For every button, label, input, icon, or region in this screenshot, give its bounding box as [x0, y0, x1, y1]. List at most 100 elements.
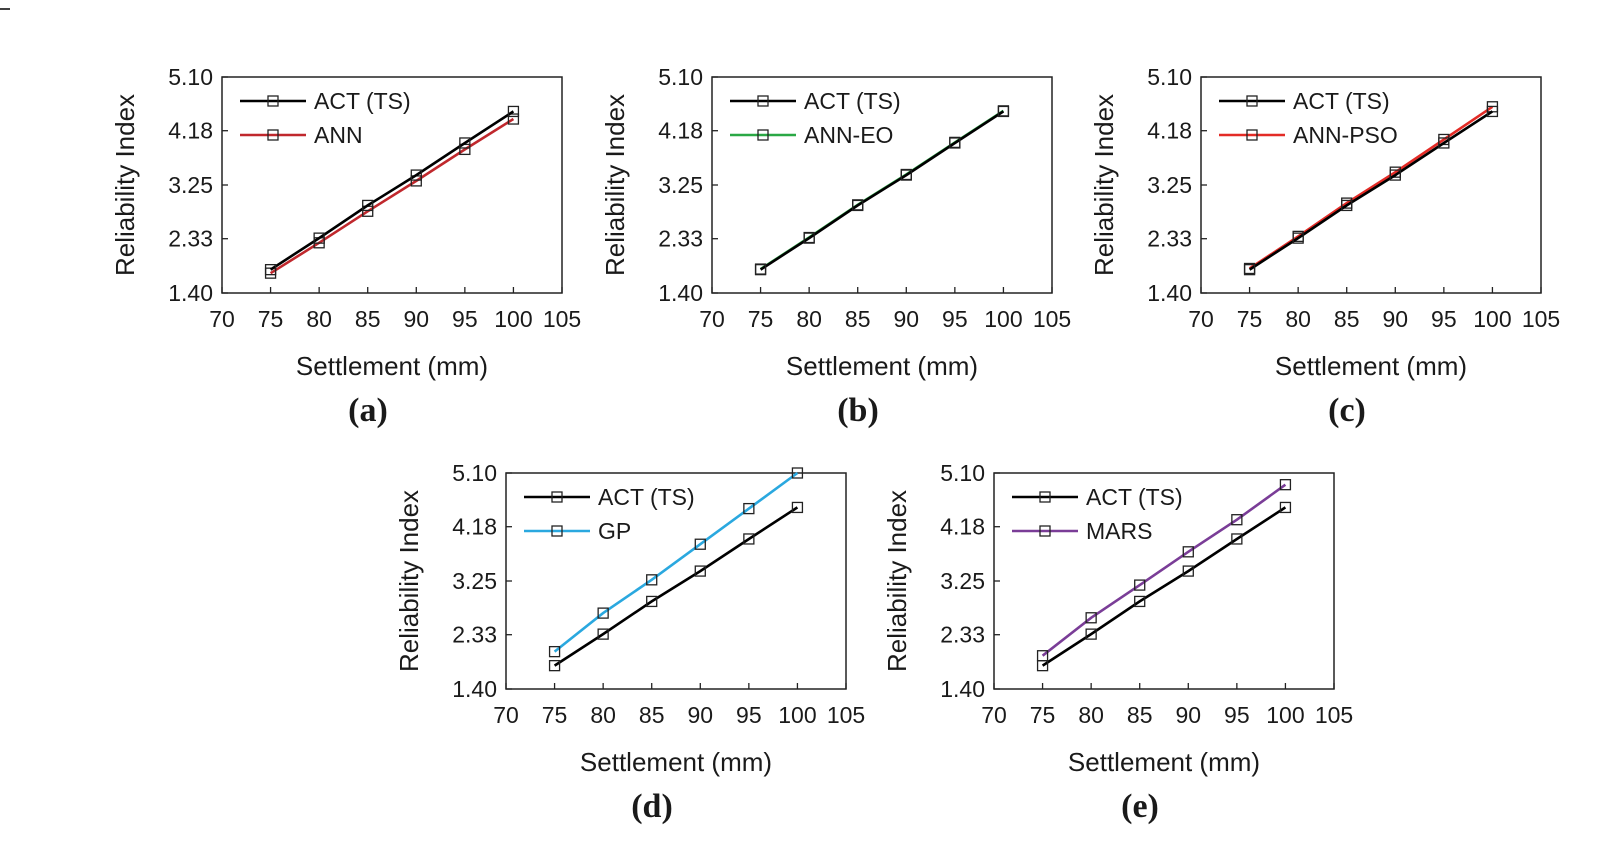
- x-tick-label: 80: [306, 306, 332, 332]
- data-point-marker: [597, 607, 609, 619]
- x-tick-label: 80: [1078, 702, 1104, 728]
- chart-panel-2: 70 75 80 85 90 95 100 105 1.40 2.33 3.25 4.18 5.10 Se…: [600, 64, 1071, 429]
- legend-marker: [757, 129, 769, 141]
- x-tick-label: 90: [1382, 306, 1408, 332]
- legend-label: ANN-PSO: [1293, 122, 1398, 148]
- series-line-gp: [553, 471, 799, 653]
- series-line-ann: [269, 117, 515, 275]
- series-line-ann-pso: [1248, 105, 1494, 270]
- y-tick-label: 5.10: [940, 460, 985, 486]
- y-tick-label: 1.40: [168, 280, 213, 306]
- data-point-marker: [852, 199, 864, 212]
- data-point-marker: [646, 574, 658, 586]
- legend-label: MARS: [1086, 518, 1152, 544]
- legend-label: ACT (TS): [598, 484, 695, 510]
- y-tick-label: 1.40: [1147, 280, 1192, 306]
- panel-label: (d): [631, 788, 673, 825]
- data-point-marker: [1279, 501, 1292, 514]
- x-tick-label: 80: [796, 306, 822, 332]
- legend-label: ACT (TS): [804, 88, 901, 114]
- x-tick-label: 95: [942, 306, 968, 332]
- x-axis-title: Settlement (mm): [786, 351, 978, 381]
- y-tick-label: 2.33: [940, 622, 985, 648]
- data-point-marker: [1438, 137, 1450, 149]
- data-point-marker: [791, 501, 804, 514]
- panel-label: (e): [1121, 788, 1159, 825]
- data-point-marker: [1085, 612, 1097, 624]
- y-axis-title: Reliability Index: [600, 94, 630, 276]
- y-tick-label: 2.33: [1147, 226, 1192, 252]
- y-tick-label: 2.33: [658, 226, 703, 252]
- series-line-act-ts-: [553, 506, 799, 667]
- x-tick-label: 90: [403, 306, 429, 332]
- x-tick-label: 75: [1237, 306, 1263, 332]
- y-tick-label: 4.18: [940, 514, 985, 540]
- legend-label: ACT (TS): [314, 88, 411, 114]
- data-point-marker: [1279, 479, 1292, 491]
- x-tick-label: 70: [209, 306, 235, 332]
- data-point-marker: [597, 628, 609, 640]
- x-tick-label: 100: [494, 306, 532, 332]
- data-point-marker: [507, 105, 520, 118]
- x-tick-label: 70: [1188, 306, 1214, 332]
- legend-label: ANN: [314, 122, 363, 148]
- y-tick-label: 4.18: [658, 118, 703, 144]
- data-point-marker: [1231, 533, 1243, 545]
- data-point-marker: [791, 467, 804, 479]
- legend-label: ANN-EO: [804, 122, 893, 148]
- x-axis-title: Settlement (mm): [1068, 747, 1260, 777]
- x-tick-label: 85: [1127, 702, 1153, 728]
- y-tick-label: 2.33: [452, 622, 497, 648]
- panel-label: (c): [1328, 392, 1366, 429]
- data-point-marker: [1036, 659, 1049, 672]
- data-point-marker: [313, 232, 325, 244]
- x-tick-label: 100: [1473, 306, 1511, 332]
- y-tick-label: 3.25: [658, 172, 703, 198]
- y-tick-label: 4.18: [452, 514, 497, 540]
- data-point-marker: [949, 137, 961, 149]
- x-tick-label: 100: [984, 306, 1022, 332]
- y-axis-title: Reliability Index: [110, 94, 140, 276]
- x-tick-label: 90: [1175, 702, 1201, 728]
- x-tick-label: 100: [1266, 702, 1304, 728]
- x-tick-label: 85: [845, 306, 871, 332]
- x-tick-label: 95: [452, 306, 478, 332]
- series-line-act-ts-: [759, 110, 1005, 271]
- x-tick-label: 75: [1030, 702, 1056, 728]
- y-tick-label: 3.25: [452, 568, 497, 594]
- chart-panel-1: 70 75 80 85 90 95 100 105 1.40 2.33 3.25 4.18 5.10 Se…: [110, 64, 581, 429]
- legend-label: ACT (TS): [1293, 88, 1390, 114]
- legend-marker: [1039, 525, 1051, 537]
- data-point-marker: [754, 263, 767, 276]
- data-point-marker: [1182, 546, 1194, 558]
- y-tick-label: 5.10: [1147, 64, 1192, 90]
- x-tick-label: 90: [893, 306, 919, 332]
- x-tick-label: 85: [1334, 306, 1360, 332]
- y-tick-label: 1.40: [452, 676, 497, 702]
- y-tick-label: 3.25: [168, 172, 213, 198]
- x-tick-label: 85: [639, 702, 665, 728]
- data-point-marker: [900, 169, 912, 181]
- y-tick-label: 5.10: [658, 64, 703, 90]
- data-point-marker: [694, 565, 706, 577]
- legend-label: GP: [598, 518, 631, 544]
- chart-panel-4: 70 75 80 85 90 95 100 105 1.40 2.33 3.25 4.18 5.10 Se…: [394, 460, 865, 825]
- x-tick-label: 105: [1033, 306, 1071, 332]
- x-tick-label: 105: [1522, 306, 1560, 332]
- data-point-marker: [694, 538, 706, 550]
- legend-marker: [551, 525, 563, 537]
- data-point-marker: [548, 659, 561, 672]
- data-point-marker: [1389, 169, 1401, 181]
- data-point-marker: [1486, 105, 1499, 118]
- x-tick-label: 75: [748, 306, 774, 332]
- data-point-marker: [997, 105, 1010, 118]
- y-tick-label: 1.40: [658, 280, 703, 306]
- data-point-marker: [548, 645, 561, 658]
- x-axis-title: Settlement (mm): [1275, 351, 1467, 381]
- x-tick-label: 105: [1315, 702, 1353, 728]
- x-tick-label: 70: [493, 702, 519, 728]
- series-line-mars: [1041, 483, 1287, 657]
- x-tick-label: 90: [687, 702, 713, 728]
- panel-label: (b): [837, 392, 879, 429]
- y-axis-title: Reliability Index: [1089, 94, 1119, 276]
